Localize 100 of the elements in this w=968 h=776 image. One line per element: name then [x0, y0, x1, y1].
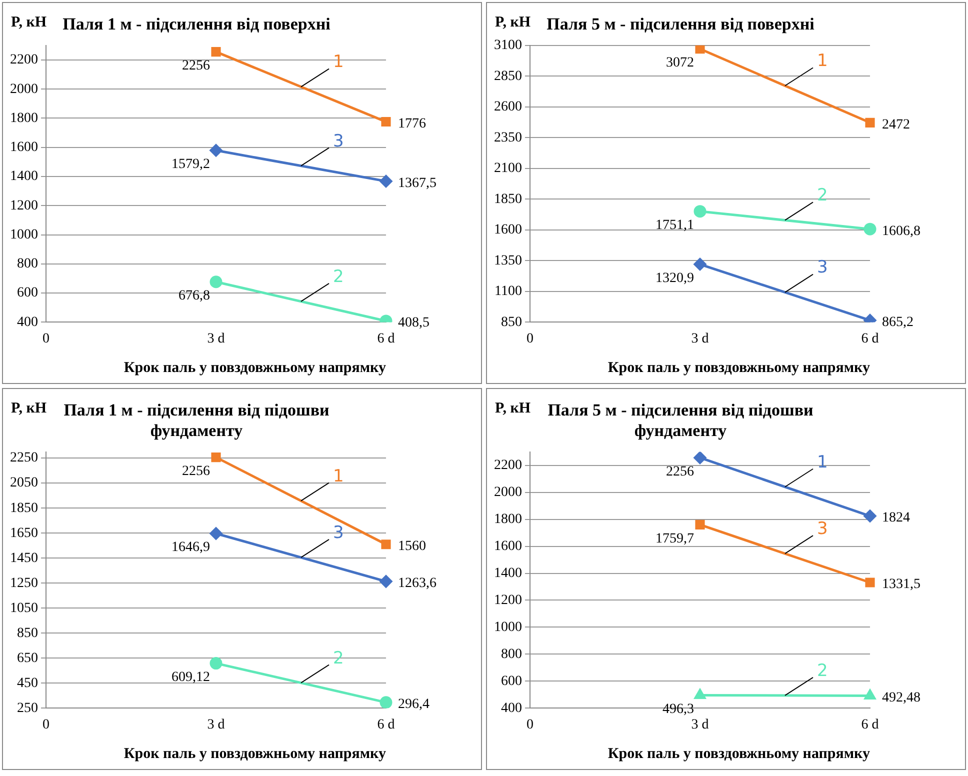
x-axis-title: Крок паль у повздовжньому напрямку	[608, 360, 870, 376]
chart-title: Паля 5 м - підсилення від підошви фундаменту	[548, 400, 814, 440]
y-tick-label: 1200	[10, 198, 38, 214]
y-tick-label: 850	[17, 626, 38, 641]
y-tick-label: 400	[17, 314, 38, 330]
y-tick-label: 1000	[10, 227, 38, 242]
x-tick-label: 6 d	[861, 717, 879, 732]
y-tick-label: 2050	[10, 476, 38, 491]
y-tick-label: 2100	[494, 161, 522, 176]
data-label: 865,2	[882, 315, 914, 330]
point	[865, 118, 875, 128]
y-tick-label: 1100	[494, 284, 522, 300]
y-tick-label: 1600	[494, 538, 522, 554]
y-tick-label: 2600	[494, 100, 522, 115]
y-tick-label: 650	[17, 650, 38, 666]
y-tick-label: 850	[501, 314, 522, 330]
data-label: 1759,7	[656, 531, 694, 546]
data-label: 1367,5	[398, 176, 436, 191]
y-tick-label: 2000	[10, 82, 38, 97]
y-tick-label: 1600	[494, 222, 522, 238]
point	[694, 205, 706, 218]
y-tick-label: 800	[17, 256, 38, 272]
y-tick-label: 1650	[10, 526, 38, 541]
point	[695, 45, 705, 54]
data-label: 2472	[882, 117, 910, 132]
y-tick-label: 600	[17, 286, 38, 301]
y-tick-label: 250	[17, 700, 38, 716]
y-tick-label: 2200	[10, 52, 38, 68]
y-tick-label: 1400	[494, 566, 522, 581]
chart-title: Паля 1 м - підсилення від поверхні	[62, 14, 331, 34]
data-label: 1776	[398, 116, 426, 132]
point	[211, 452, 221, 462]
series-label: 1	[333, 52, 344, 72]
data-label: 296,4	[398, 697, 430, 712]
data-label: 3072	[666, 56, 694, 71]
y-tick-label: 2000	[494, 484, 522, 500]
point	[381, 116, 391, 127]
y-tick-label: 450	[17, 676, 38, 691]
data-label: 1579,2	[172, 157, 210, 172]
y-axis-title: P, кН	[495, 400, 531, 416]
data-label: 676,8	[178, 288, 210, 304]
data-label: 496,3	[662, 702, 694, 717]
x-tick-label: 3 d	[691, 331, 709, 346]
series-label: 2	[817, 660, 828, 681]
chart-title: Паля 1 м - підсилення від підошви фундаменту	[64, 400, 330, 440]
y-axis-title: P, кН	[11, 400, 47, 416]
series-label: 3	[817, 258, 828, 278]
data-label: 492,48	[882, 690, 920, 706]
y-tick-label: 2350	[494, 130, 522, 146]
point	[381, 540, 391, 550]
y-tick-label: 1850	[494, 192, 522, 207]
y-tick-label: 1850	[10, 500, 38, 516]
x-axis-title: Крок паль у повздовжньому напрямку	[124, 746, 386, 762]
x-tick-label: 0	[526, 331, 534, 346]
y-tick-label: 800	[501, 646, 522, 662]
y-tick-label: 2250	[10, 450, 38, 466]
x-tick-label: 0	[42, 717, 50, 732]
y-tick-label: 1600	[10, 140, 38, 156]
data-label: 408,5	[398, 316, 430, 331]
point	[210, 527, 222, 540]
y-tick-label: 3100	[494, 38, 522, 54]
x-tick-label: 3 d	[207, 331, 225, 346]
x-tick-label: 3 d	[207, 717, 225, 732]
x-tick-label: 6 d	[377, 331, 395, 346]
point	[865, 578, 875, 588]
y-tick-label: 1350	[494, 253, 522, 268]
y-tick-label: 1200	[494, 592, 522, 608]
y-tick-label: 1050	[10, 600, 38, 616]
point	[380, 696, 392, 708]
x-tick-label: 6 d	[861, 331, 879, 346]
data-label: 1320,9	[656, 270, 694, 286]
y-axis-title: P, кН	[495, 14, 531, 30]
point	[380, 575, 392, 588]
data-label: 609,12	[172, 670, 210, 685]
point	[694, 452, 706, 464]
x-tick-label: 0	[42, 331, 50, 346]
data-label: 1560	[398, 539, 426, 554]
data-label: 2256	[182, 464, 210, 479]
point	[695, 520, 705, 530]
y-tick-label: 1800	[10, 110, 38, 126]
point	[210, 657, 222, 670]
x-axis-title: Крок паль у повздовжньому напрямку	[608, 746, 870, 762]
point	[210, 144, 222, 157]
point	[380, 175, 392, 188]
y-tick-label: 1800	[494, 512, 522, 527]
x-tick-label: 0	[526, 717, 534, 732]
data-label: 1606,8	[882, 224, 920, 239]
series-label: 1	[333, 466, 344, 486]
data-label: 1263,6	[398, 576, 436, 592]
series-label: 3	[333, 522, 344, 543]
y-tick-label: 600	[501, 674, 522, 689]
point	[210, 276, 222, 288]
point	[211, 47, 221, 57]
series-label: 2	[333, 266, 344, 287]
y-tick-label: 1400	[10, 169, 38, 184]
point	[864, 510, 876, 522]
data-label: 1331,5	[882, 577, 920, 592]
y-axis-title: P, кН	[11, 14, 47, 30]
y-tick-label: 1450	[10, 550, 38, 566]
y-tick-label: 1250	[10, 576, 38, 591]
